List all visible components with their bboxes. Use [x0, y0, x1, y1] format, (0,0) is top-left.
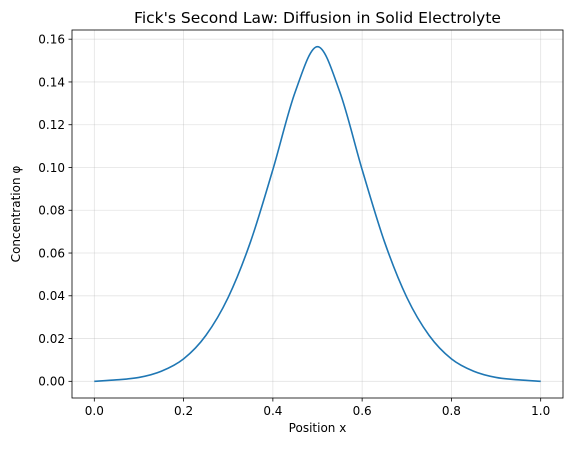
x-tick-label: 0.2	[174, 404, 193, 418]
x-axis-label: Position x	[289, 421, 347, 435]
y-tick-label: 0.00	[38, 375, 65, 389]
plot-frame	[71, 29, 564, 399]
concentration-series-line	[94, 45, 541, 383]
x-tick-label: 0.6	[353, 404, 372, 418]
axis-ticks: 0.0 0.2 0.4 0.6 0.8 1.0 0.00 0.02 0.04 0.06 0.08 0.…	[38, 32, 550, 418]
x-tick-label: 0.4	[263, 404, 282, 418]
y-tick-label: 0.02	[38, 332, 65, 346]
y-tick-label: 0.08	[38, 204, 65, 218]
y-tick-label: 0.10	[38, 161, 65, 175]
y-axis-label: Concentration φ	[9, 166, 23, 263]
chart-title: Fick's Second Law: Diffusion in Solid El…	[134, 9, 501, 27]
x-tick-label: 0.8	[442, 404, 461, 418]
x-tick-label: 0.0	[85, 404, 104, 418]
y-tick-label: 0.12	[38, 118, 65, 132]
y-tick-label: 0.16	[38, 32, 65, 46]
y-tick-label: 0.04	[38, 289, 65, 303]
y-tick-label: 0.14	[38, 75, 65, 89]
y-tick-label: 0.06	[38, 246, 65, 260]
x-tick-label: 1.0	[531, 404, 550, 418]
series-layer	[94, 45, 541, 383]
grid-lines	[72, 30, 563, 398]
